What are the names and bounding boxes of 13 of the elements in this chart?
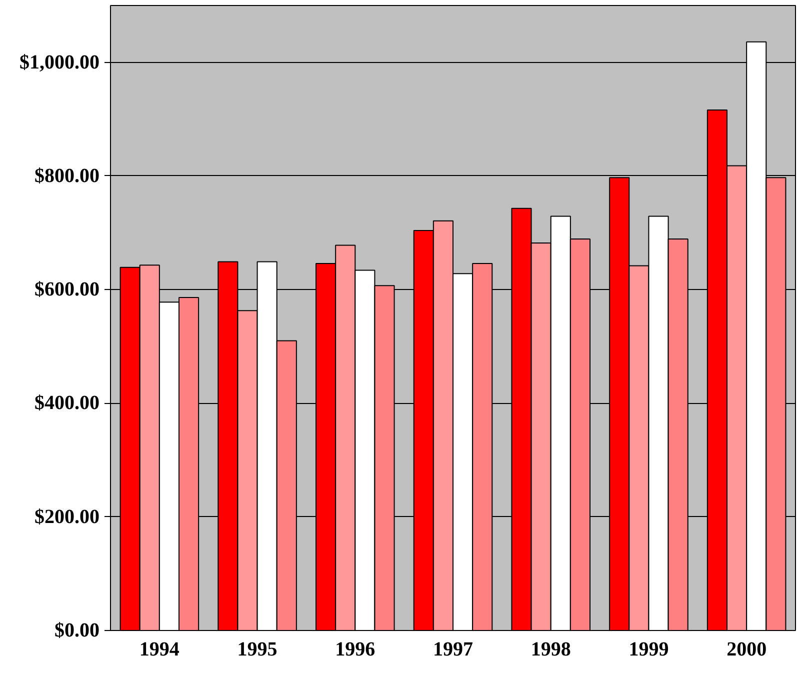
x-tick-label: 1996 (335, 638, 376, 660)
y-tick-label: $400.00 (34, 392, 100, 414)
x-tick-label: 2000 (726, 638, 767, 660)
x-tick-label: 1997 (433, 638, 473, 660)
y-tick-label: $200.00 (34, 506, 100, 528)
x-tick-label: 1999 (628, 638, 669, 660)
y-tick-label: $0.00 (54, 620, 100, 642)
y-tick-label: $800.00 (34, 164, 100, 187)
y-tick-label: $600.00 (34, 278, 100, 301)
x-tick-label: 1995 (237, 638, 278, 660)
y-tick-label: $1,000.00 (20, 51, 100, 74)
x-tick-label: 1998 (530, 638, 571, 660)
x-tick-label: 1994 (139, 638, 180, 660)
